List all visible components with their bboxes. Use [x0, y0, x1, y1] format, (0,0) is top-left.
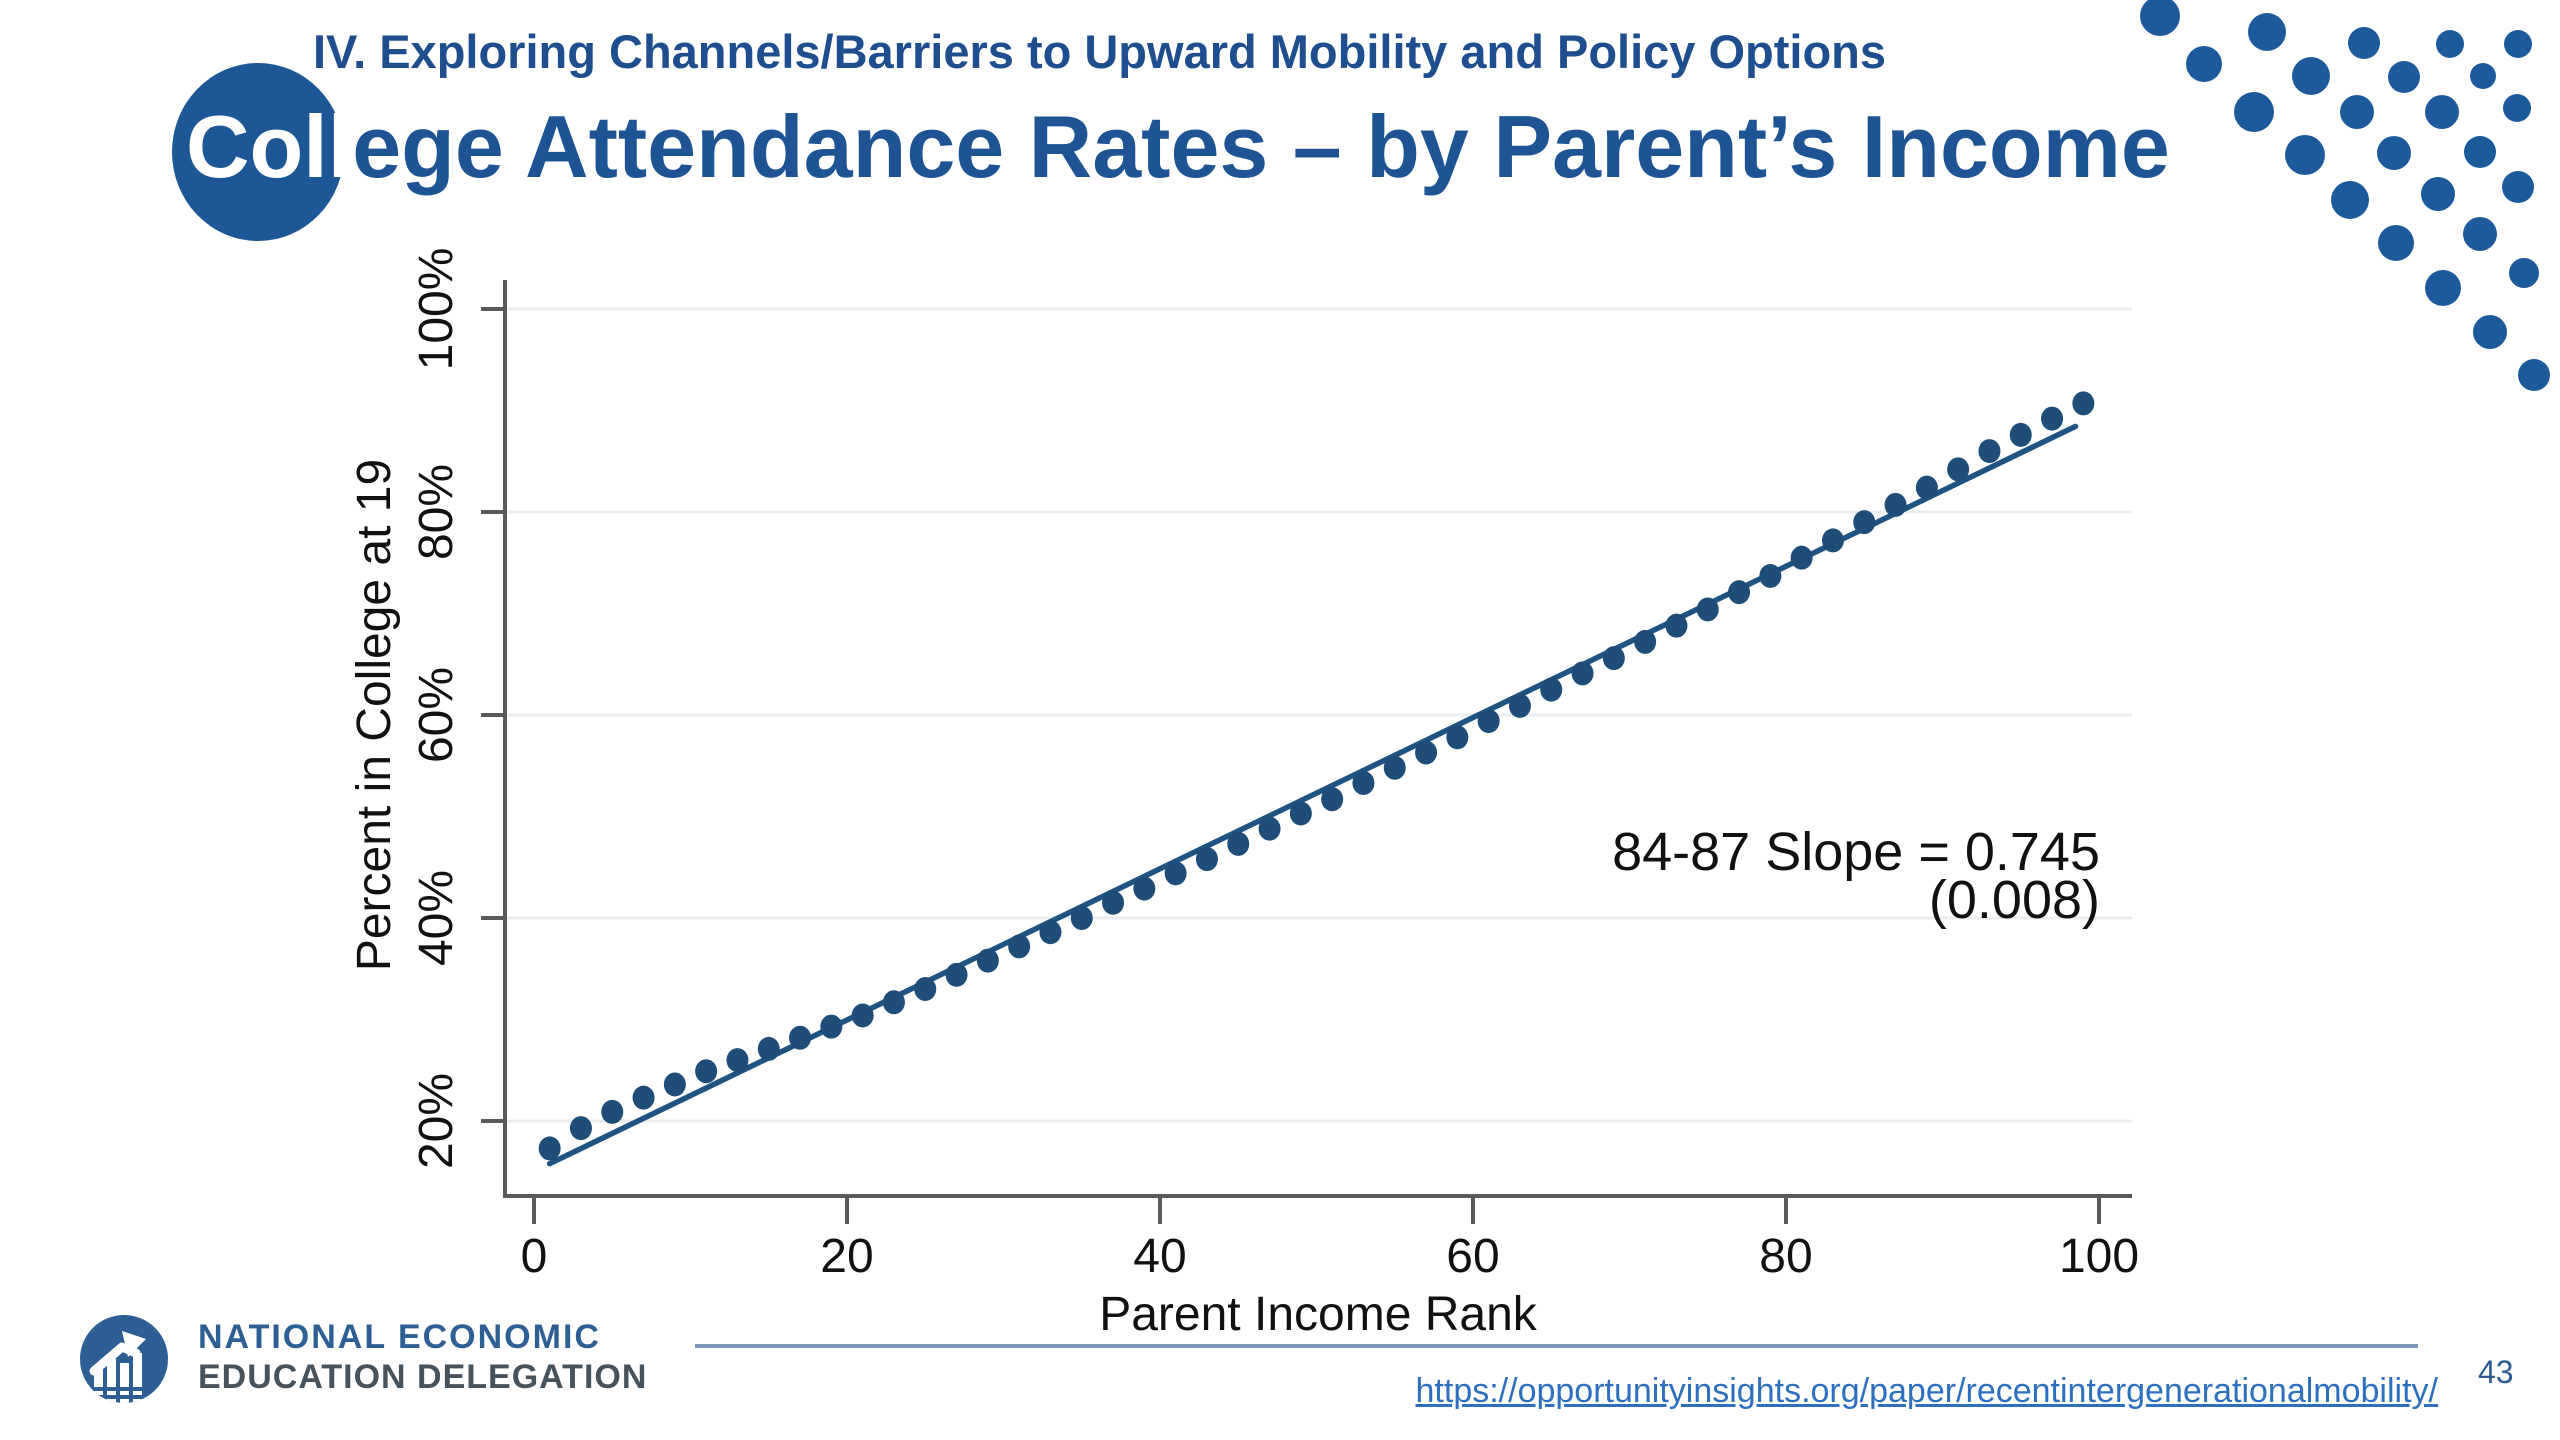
data-point [1947, 457, 1970, 482]
data-point [1070, 906, 1093, 930]
data-point [1477, 709, 1500, 734]
data-point [1915, 475, 1938, 500]
data-point [1102, 890, 1125, 915]
data-point [1039, 920, 1062, 945]
page-title-highlight: Coll [186, 97, 353, 196]
x-tick-label: 20 [820, 1230, 873, 1283]
data-point [1821, 528, 1844, 553]
data-point [2041, 406, 2064, 431]
data-point [538, 1136, 561, 1161]
data-point [1853, 510, 1876, 535]
x-tick-label: 60 [1446, 1230, 1499, 1283]
data-point [1415, 740, 1438, 765]
data-point [2009, 422, 2032, 447]
footer-divider-line [695, 1344, 2418, 1348]
data-point [820, 1014, 843, 1039]
y-tick-label: 100% [410, 248, 463, 371]
x-tick-label: 80 [1759, 1230, 1812, 1283]
data-point [851, 1003, 874, 1028]
data-point [1289, 801, 1312, 826]
logo-org-name-line1: NATIONAL ECONOMIC [198, 1318, 601, 1356]
data-point [1884, 492, 1907, 517]
axis-frame [503, 280, 2132, 1198]
data-point [2072, 391, 2095, 416]
data-point [914, 977, 937, 1002]
data-point [1571, 661, 1594, 686]
data-point [757, 1036, 780, 1061]
data-point [1602, 646, 1625, 671]
y-tick-label: 60% [410, 667, 463, 763]
data-point [726, 1048, 749, 1073]
data-point [976, 948, 999, 973]
data-point [601, 1099, 624, 1124]
data-point [1790, 545, 1813, 570]
data-point [1978, 439, 2001, 464]
page-title: College Attendance Rates – by Parent’s I… [186, 100, 2170, 193]
data-point [1227, 831, 1250, 856]
data-point [1446, 725, 1469, 750]
data-point [1008, 934, 1031, 959]
data-point [1133, 876, 1156, 901]
data-point [1258, 816, 1281, 841]
title-accent-circle [172, 63, 344, 241]
data-point [1540, 677, 1563, 702]
section-title: IV. Exploring Channels/Barriers to Upwar… [313, 25, 1887, 78]
data-point [1508, 693, 1531, 718]
data-point [1665, 613, 1688, 638]
y-axis-title: Percent in College at 19 [348, 459, 401, 971]
y-tick-label: 20% [410, 1073, 463, 1169]
y-tick-label: 40% [410, 870, 463, 966]
data-point [882, 990, 905, 1015]
data-point [569, 1116, 592, 1141]
data-point [1759, 563, 1782, 588]
page-number: 43 [2478, 1354, 2514, 1390]
x-tick-label: 40 [1133, 1230, 1186, 1283]
slope-annotation: 84-87 Slope = 0.745 [1612, 822, 2100, 882]
x-tick-label: 100 [2059, 1230, 2139, 1283]
data-point [789, 1025, 812, 1050]
slope-annotation: (0.008) [1929, 870, 2100, 930]
logo-org-name-line2: EDUCATION DELEGATION [198, 1358, 648, 1396]
data-point [1696, 597, 1719, 622]
data-point [1383, 755, 1406, 780]
page-title-rest: ege Attendance Rates – by Parent’s Incom… [352, 97, 2170, 196]
data-point [1195, 847, 1218, 872]
data-point [663, 1072, 686, 1097]
data-point [1352, 771, 1375, 796]
need-logo-chart-icon [89, 1331, 146, 1403]
data-point [695, 1059, 718, 1084]
x-axis-title: Parent Income Rank [1099, 1288, 1538, 1341]
need-logo [80, 1315, 168, 1403]
x-tick-label: 0 [521, 1230, 548, 1283]
y-tick-label: 80% [410, 464, 463, 560]
data-point [1164, 861, 1187, 886]
data-point [945, 962, 968, 987]
data-point [632, 1085, 655, 1110]
source-link[interactable]: https://opportunityinsights.org/paper/re… [1415, 1372, 2438, 1410]
data-point [1321, 787, 1344, 812]
data-point [1728, 580, 1751, 605]
data-point [1634, 629, 1657, 654]
